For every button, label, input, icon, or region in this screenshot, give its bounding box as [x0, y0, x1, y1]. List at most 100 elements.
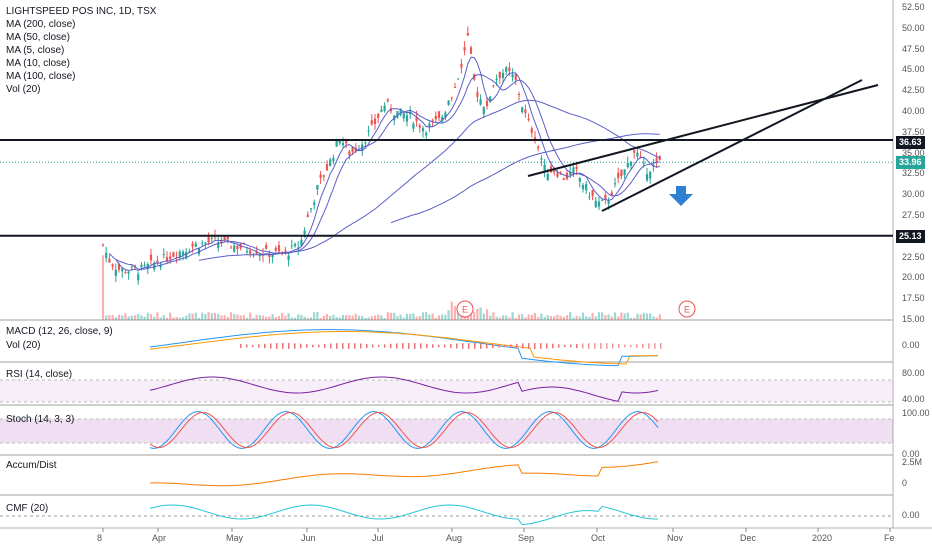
accum-label: Accum/Dist: [6, 460, 57, 471]
volume-bar: [511, 312, 514, 320]
candle-up: [140, 264, 143, 268]
candle-down: [220, 240, 223, 244]
macd-tick: 0.00: [902, 340, 920, 350]
candle-up: [613, 183, 617, 185]
candle-down: [476, 92, 479, 97]
volume-bar: [146, 312, 149, 320]
candle-down: [373, 118, 377, 125]
volume-bar: [373, 315, 377, 320]
macd-histogram-bar: [582, 343, 584, 349]
ma100-legend: MA (100, close): [6, 71, 76, 82]
volume-bar: [441, 314, 444, 320]
candle-down: [165, 257, 169, 262]
volume-bar: [156, 312, 159, 320]
candle-up: [597, 201, 601, 207]
price-tick-label: 27.50: [902, 210, 925, 220]
candle-up: [405, 115, 409, 122]
candle-down: [117, 263, 121, 270]
volume-bar: [652, 316, 655, 320]
time-tick-label: Jun: [301, 533, 316, 543]
volume-bar: [370, 316, 373, 320]
candle-down: [466, 32, 469, 36]
volume-bar: [361, 316, 364, 320]
candle-up: [178, 251, 181, 258]
candle-down: [108, 258, 111, 263]
candle-up: [364, 142, 367, 144]
candle-up: [402, 113, 405, 119]
candle-down: [101, 244, 105, 246]
volume-bar: [434, 317, 437, 320]
stoch-label: Stoch (14, 3, 3): [6, 414, 75, 425]
macd-histogram-bar: [348, 343, 350, 349]
volume-bar: [281, 313, 284, 320]
lower-trendline: [601, 79, 863, 212]
volume-bar: [501, 315, 505, 320]
rsi-label: RSI (14, close): [6, 369, 73, 380]
volume-bar: [489, 315, 492, 320]
volume-bar: [137, 314, 140, 320]
earnings-marker-icon: [678, 300, 696, 318]
candle-up: [217, 242, 220, 248]
volume-bar: [633, 317, 636, 320]
volume-bar: [620, 312, 623, 320]
volume-bar: [274, 317, 277, 320]
volume-bar: [332, 314, 335, 320]
candle-up: [501, 72, 505, 78]
price-tick-label: 32.50: [902, 168, 925, 179]
candle-up: [482, 107, 485, 114]
volume-bar: [588, 316, 591, 320]
volume-bar: [217, 314, 220, 320]
volume-bar: [607, 314, 610, 320]
candle-down: [249, 250, 252, 254]
volume-bar: [175, 317, 178, 320]
volume-bar: [636, 313, 639, 320]
volume-bar: [111, 315, 114, 320]
volume-bar: [345, 315, 348, 320]
candle-up: [341, 142, 345, 146]
candle-up: [588, 196, 591, 198]
candle-down: [191, 243, 194, 247]
macd-histogram-bar: [264, 343, 266, 349]
time-tick-label: Fe: [884, 533, 895, 543]
volume-bar: [431, 313, 434, 320]
candle-down: [517, 94, 521, 96]
earnings-marker-label: E: [684, 305, 690, 315]
volume-bar: [149, 314, 153, 320]
macd-histogram-bar: [408, 343, 410, 349]
volume-bar: [197, 317, 201, 320]
candle-down: [553, 170, 556, 173]
candle-up: [313, 202, 316, 206]
candle-up: [399, 108, 402, 116]
candle-up: [444, 112, 447, 118]
time-tick-label: 2020: [812, 533, 833, 543]
macd-histogram-bar: [414, 343, 416, 349]
candle-up: [540, 158, 543, 160]
candle-down: [124, 272, 127, 274]
volume-bar: [623, 313, 626, 320]
volume-bar: [117, 314, 121, 320]
volume-bar: [121, 315, 124, 320]
volume-bar: [108, 315, 111, 320]
time-tick-label: Oct: [591, 533, 606, 543]
ma50-legend: MA (50, close): [6, 32, 70, 43]
volume-bar: [268, 316, 271, 320]
accum-tick-0: 0: [902, 478, 908, 488]
volume-bar: [204, 314, 207, 320]
volume-bar: [367, 317, 370, 320]
macd-histogram-bar: [462, 343, 464, 349]
candle-up: [546, 173, 549, 181]
candle-down: [325, 164, 329, 171]
macd-histogram-bar: [438, 344, 440, 348]
candle-up: [543, 164, 546, 171]
candle-up: [159, 265, 162, 268]
volume-bar: [453, 306, 457, 320]
volume-bar: [537, 316, 540, 320]
volume-bar: [153, 316, 156, 320]
cmf-label: CMF (20): [6, 503, 49, 514]
volume-bar: [444, 314, 447, 320]
candle-up: [287, 255, 290, 261]
stoch-band: [0, 419, 893, 443]
candle-down: [111, 264, 114, 267]
candle-down: [530, 128, 533, 133]
volume-bar: [377, 314, 380, 320]
